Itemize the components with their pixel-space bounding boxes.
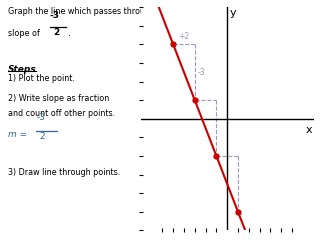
Text: 2) Write slope as fraction: 2) Write slope as fraction [8, 94, 109, 103]
Text: Steps: Steps [8, 65, 36, 74]
Text: Graph the line which passes through (-5, 4) and has a: Graph the line which passes through (-5,… [8, 7, 223, 16]
Text: -3: -3 [198, 68, 206, 77]
Text: 3) Draw line through points.: 3) Draw line through points. [8, 168, 120, 177]
Text: .: . [68, 28, 71, 38]
Text: +2: +2 [179, 32, 189, 41]
Text: slope of: slope of [8, 29, 39, 38]
Text: x: x [305, 125, 312, 135]
Text: -3: -3 [50, 11, 60, 20]
Text: -3: -3 [36, 114, 45, 122]
Text: 2: 2 [40, 132, 45, 142]
Text: m =: m = [8, 130, 27, 138]
Text: 2: 2 [53, 28, 60, 37]
Text: 1) Plot the point.: 1) Plot the point. [8, 74, 74, 84]
Text: and count off other points.: and count off other points. [8, 109, 115, 118]
Text: y: y [230, 8, 236, 18]
